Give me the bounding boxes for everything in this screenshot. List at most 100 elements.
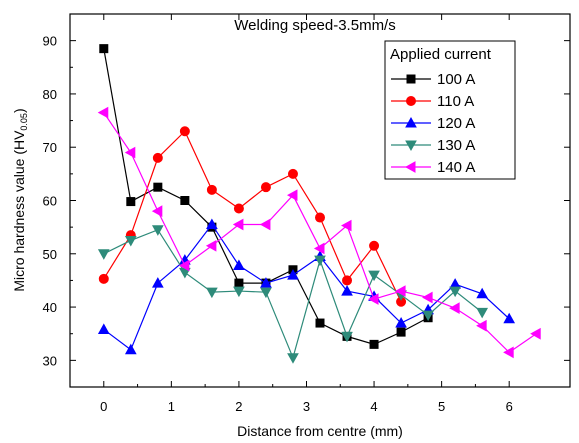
y-tick-label: 40 — [43, 300, 57, 315]
data-point — [234, 278, 244, 288]
series-line — [103, 223, 510, 351]
data-point — [206, 218, 218, 229]
data-point — [476, 319, 487, 332]
legend-box — [384, 40, 516, 180]
x-tick-label: 5 — [438, 399, 445, 414]
x-tick-label: 3 — [303, 399, 310, 414]
series-line — [103, 229, 483, 360]
data-point — [314, 255, 326, 267]
data-point — [287, 269, 299, 280]
chart-title: Welding speed-3.5mm/s — [234, 17, 395, 34]
legend-label: 140 A — [437, 159, 475, 176]
legend-title: Applied current — [390, 46, 492, 63]
data-point — [395, 317, 407, 328]
data-point — [124, 235, 137, 247]
data-point — [151, 225, 164, 236]
legend-label: 100 A — [437, 71, 475, 88]
data-point — [369, 240, 380, 251]
data-point — [233, 203, 244, 214]
x-tick-label: 1 — [168, 399, 175, 414]
data-point — [315, 212, 325, 223]
legend-label: 130 A — [437, 137, 475, 154]
y-axis-title-end: ) — [11, 108, 27, 113]
data-point — [313, 242, 325, 255]
x-tick-label: 2 — [235, 399, 242, 414]
y-tick-label: 90 — [43, 34, 57, 49]
data-point — [260, 182, 271, 193]
data-point — [368, 270, 380, 282]
data-point — [287, 168, 298, 179]
legend-label: 110 A — [437, 93, 474, 110]
data-point — [232, 218, 244, 231]
legend-marker — [404, 161, 416, 173]
data-point — [124, 343, 137, 355]
data-point — [206, 287, 218, 299]
y-tick-label: 80 — [43, 87, 57, 102]
data-point — [395, 285, 406, 297]
y-axis-title: Micro hardness value (HV0.05) — [11, 108, 29, 291]
legend-item: 120 A — [391, 115, 475, 132]
data-point — [152, 152, 163, 163]
data-point — [369, 339, 379, 349]
legend-marker — [406, 96, 416, 106]
data-point — [286, 189, 298, 202]
y-tick-label: 60 — [43, 194, 57, 209]
x-tick-label: 0 — [100, 399, 107, 414]
legend-label: 120 A — [437, 115, 475, 132]
data-point — [449, 302, 460, 314]
data-point — [126, 197, 136, 207]
y-tick-label: 50 — [43, 247, 57, 262]
y-axis-title-subscript: 0.05 — [19, 113, 29, 131]
data-point — [205, 239, 217, 252]
data-point — [287, 353, 299, 364]
legend-marker — [406, 74, 416, 84]
legend-item: 130 A — [391, 137, 475, 154]
data-point — [151, 205, 163, 218]
series-line — [103, 48, 429, 346]
legend-marker — [405, 140, 417, 152]
x-tick-label: 6 — [506, 399, 513, 414]
data-point — [341, 285, 353, 296]
x-axis-title: Distance from centre (mm) — [237, 423, 403, 439]
data-point — [315, 318, 325, 328]
data-point — [368, 293, 379, 305]
data-point — [449, 286, 461, 298]
y-tick-label: 30 — [43, 353, 57, 368]
legend-item: 110 A — [391, 93, 474, 110]
legend-marker — [405, 116, 417, 128]
data-point — [153, 182, 163, 192]
legend: Applied current 100 A 110 A 120 A 130 A 140 … — [384, 40, 516, 180]
data-point — [341, 331, 353, 343]
data-point — [503, 346, 514, 359]
series-line — [103, 130, 402, 303]
data-point — [503, 312, 516, 324]
data-point — [99, 44, 109, 54]
data-point — [98, 273, 109, 284]
data-point — [178, 259, 190, 272]
x-tick-label: 4 — [370, 399, 377, 414]
data-point — [97, 323, 110, 334]
data-point — [476, 307, 489, 319]
data-point — [260, 287, 272, 299]
data-point — [97, 106, 109, 119]
data-point — [476, 287, 489, 299]
series-layer — [97, 44, 541, 364]
data-point — [422, 291, 433, 304]
data-point — [151, 277, 164, 288]
data-point — [396, 327, 406, 337]
axis-ticks: 0 1 2 3 4 5 6 30 40 50 60 70 80 90 — [43, 14, 570, 414]
data-point — [206, 184, 217, 195]
data-point — [259, 218, 271, 231]
data-point — [97, 249, 110, 260]
series-140a — [97, 106, 541, 359]
data-point — [530, 327, 541, 340]
data-point — [422, 310, 434, 322]
data-point — [342, 275, 353, 286]
legend-items: 100 A 110 A 120 A 130 A 140 A — [391, 71, 475, 176]
data-point — [233, 259, 245, 271]
series-130a — [97, 225, 489, 364]
legend-item: 100 A — [391, 71, 475, 88]
data-point — [233, 286, 245, 298]
data-point — [340, 219, 352, 232]
